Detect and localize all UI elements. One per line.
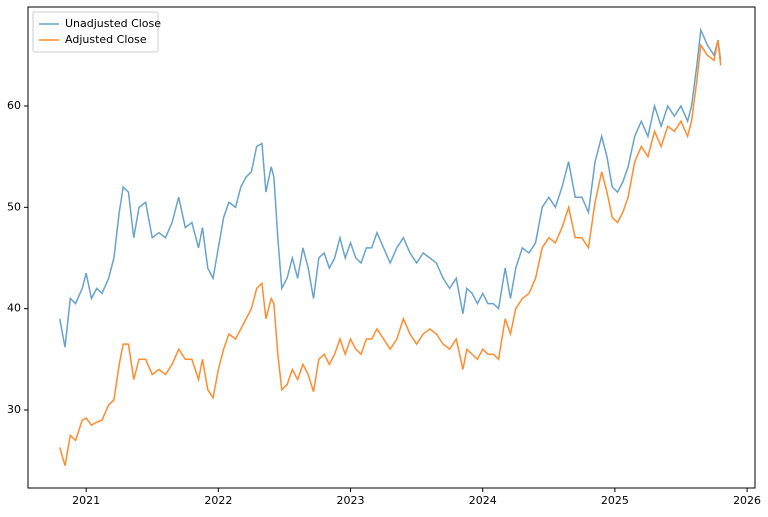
legend-box <box>32 11 159 53</box>
y-tick-label: 50 <box>7 200 21 213</box>
y-tick-label: 40 <box>7 302 21 315</box>
x-tick-label: 2026 <box>733 494 761 507</box>
x-tick-label: 2022 <box>204 494 232 507</box>
series-line <box>58 39 722 466</box>
x-tick-label: 2021 <box>72 494 100 507</box>
legend-label: Adjusted Close <box>65 33 147 46</box>
x-tick-label: 2024 <box>469 494 497 507</box>
series-line <box>58 27 722 348</box>
y-tick-label: 30 <box>7 403 21 416</box>
legend-label: Unadjusted Close <box>65 17 161 30</box>
x-tick-label: 2025 <box>601 494 629 507</box>
x-tick-label: 2023 <box>337 494 365 507</box>
y-tick-label: 60 <box>7 99 21 112</box>
plot-frame <box>27 6 756 489</box>
